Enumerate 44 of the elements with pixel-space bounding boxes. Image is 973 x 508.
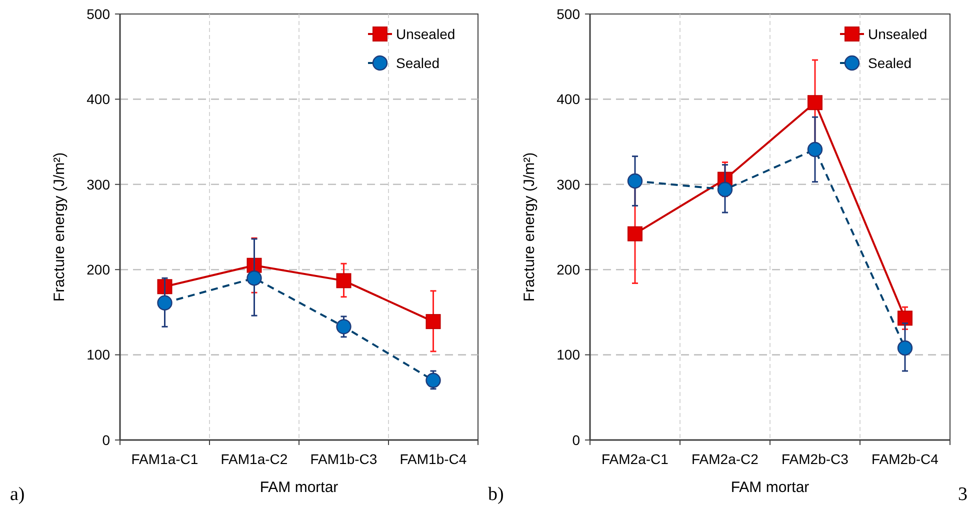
point xyxy=(426,314,441,330)
x-tick-label: FAM1b-C4 xyxy=(400,451,467,467)
y-tick-label: 400 xyxy=(556,91,580,108)
y-tick-label: 100 xyxy=(556,346,580,363)
y-tick-label: 500 xyxy=(556,6,580,22)
y-tick-label: 200 xyxy=(556,262,580,278)
point xyxy=(808,95,822,110)
y-tick-label: 300 xyxy=(556,176,580,192)
y-axis-title: Fracture energy (J/m²) xyxy=(521,152,538,302)
legend-label: Sealed xyxy=(396,54,440,71)
point xyxy=(246,270,262,286)
legend-label: Unsealed xyxy=(868,26,928,42)
x-tick-label: FAM2a-C2 xyxy=(692,451,759,467)
point xyxy=(717,182,733,198)
y-tick-label: 500 xyxy=(86,6,110,22)
y-axis-title: Fracture energy (J/m²) xyxy=(51,152,68,302)
text: b) xyxy=(488,484,504,505)
point xyxy=(807,142,823,158)
x-tick-label: FAM1a-C1 xyxy=(131,451,198,467)
point xyxy=(627,173,643,189)
x-tick-label: FAM2b-C3 xyxy=(782,451,849,467)
y-tick-label: 400 xyxy=(86,91,110,108)
x-axis-title: FAM mortar xyxy=(260,479,338,496)
x-tick-label: FAM1a-C2 xyxy=(220,451,288,467)
y-tick-label: 200 xyxy=(86,262,110,278)
point xyxy=(628,226,642,242)
legend-label: Sealed xyxy=(868,54,912,71)
text: 3 xyxy=(958,484,968,505)
point xyxy=(157,295,172,310)
point xyxy=(336,273,352,288)
point xyxy=(898,310,912,326)
x-tick-label: FAM2b-C4 xyxy=(872,451,939,467)
y-tick-label: 0 xyxy=(102,432,110,448)
x-axis-title: FAM mortar xyxy=(730,479,810,496)
legend-label: Unsealed xyxy=(396,26,456,42)
x-tick-label: FAM2a-C1 xyxy=(602,451,669,467)
point xyxy=(426,372,441,388)
y-tick-label: 300 xyxy=(86,176,110,192)
y-tick-label: 0 xyxy=(572,432,580,448)
point xyxy=(897,340,913,356)
point xyxy=(336,319,352,334)
text: a) xyxy=(10,484,25,505)
x-tick-label: FAM1b-C3 xyxy=(310,451,378,467)
y-tick-label: 100 xyxy=(86,346,110,363)
